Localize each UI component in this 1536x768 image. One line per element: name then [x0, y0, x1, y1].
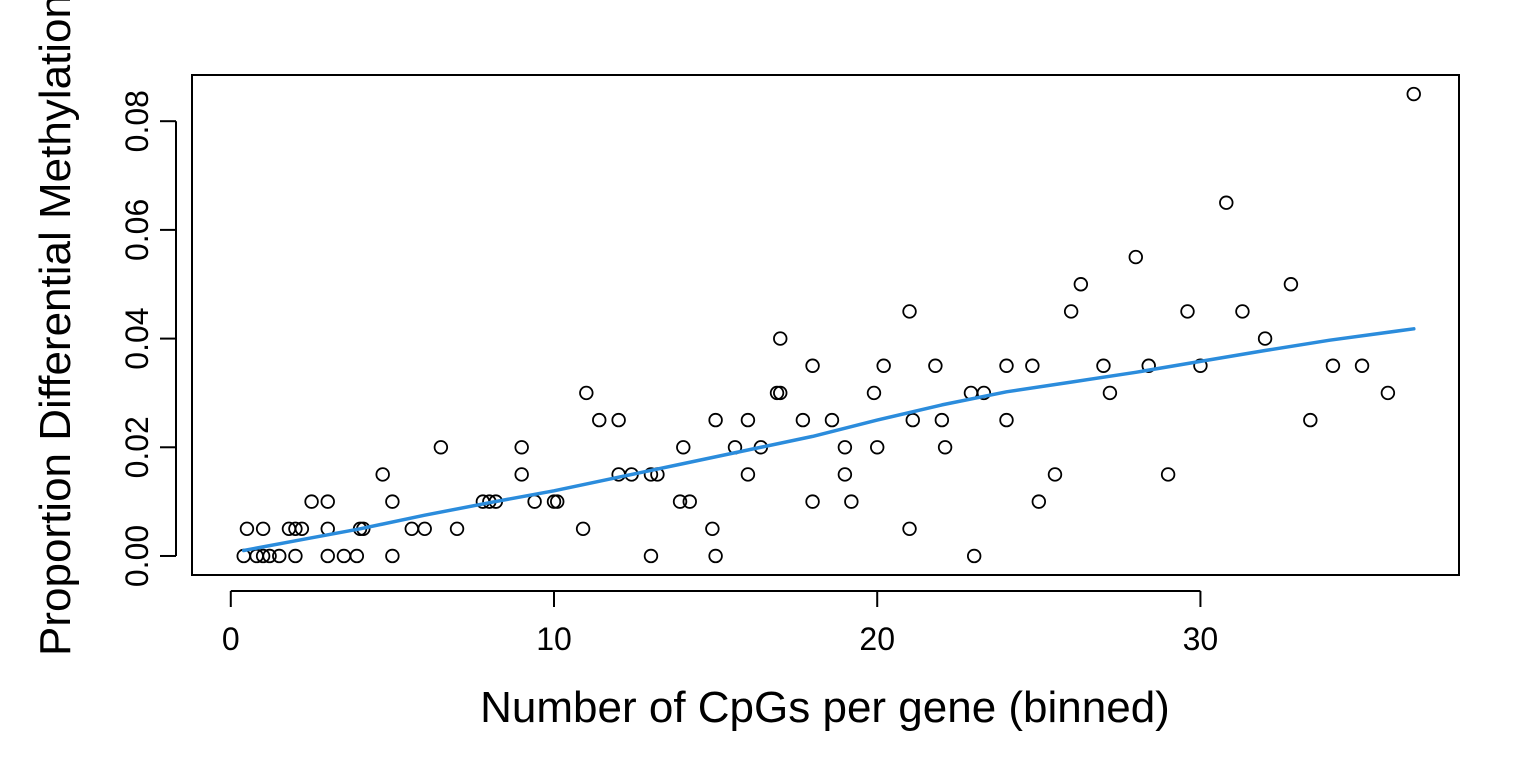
- data-point: [255, 548, 271, 564]
- data-point: [1354, 358, 1370, 373]
- data-point: [844, 494, 859, 509]
- data-point: [870, 440, 885, 455]
- data-point: [1380, 385, 1396, 401]
- data-point: [805, 494, 820, 509]
- x-tick-label: 0: [222, 621, 240, 657]
- data-point: [514, 467, 529, 482]
- y-tick-label: 0.02: [119, 416, 155, 478]
- data-point: [705, 521, 720, 537]
- x-tick-label: 20: [859, 621, 895, 657]
- data-point: [824, 412, 840, 428]
- data-point: [876, 358, 891, 373]
- data-point: [1180, 304, 1195, 319]
- data-point: [527, 494, 542, 509]
- data-point: [262, 548, 277, 564]
- data-point: [795, 412, 811, 428]
- x-tick-label: 10: [536, 621, 572, 657]
- data-point: [966, 548, 982, 564]
- data-point: [1096, 358, 1111, 373]
- data-point: [1257, 331, 1273, 346]
- data-point: [385, 494, 400, 509]
- data-point: [976, 385, 992, 401]
- data-point: [336, 548, 352, 564]
- data-point: [579, 385, 594, 401]
- data-point: [902, 304, 917, 319]
- x-axis-title: Number of CpGs per gene (binned): [480, 683, 1170, 732]
- data-point: [417, 521, 432, 537]
- data-point: [1325, 358, 1341, 373]
- data-point: [999, 358, 1014, 373]
- data-point: [1219, 195, 1234, 210]
- data-point: [404, 521, 419, 537]
- data-point: [320, 548, 335, 564]
- data-point: [1073, 277, 1089, 292]
- data-point: [1128, 249, 1143, 265]
- data-point: [837, 467, 853, 482]
- data-point: [239, 521, 255, 537]
- data-point: [740, 467, 756, 482]
- data-point: [708, 548, 723, 564]
- data-point: [837, 440, 853, 455]
- data-point: [905, 412, 920, 428]
- data-point: [937, 440, 953, 455]
- data-point: [611, 412, 626, 428]
- data-point: [708, 412, 723, 428]
- data-points: [236, 86, 1421, 564]
- data-point: [1063, 304, 1079, 319]
- data-point: [255, 521, 271, 537]
- data-point: [375, 467, 390, 482]
- data-point: [1160, 467, 1176, 482]
- data-point: [682, 494, 697, 509]
- data-point: [1102, 385, 1118, 401]
- x-tick-label: 30: [1183, 621, 1219, 657]
- data-point: [928, 358, 943, 373]
- data-point: [272, 548, 287, 564]
- data-point: [773, 331, 788, 346]
- data-point: [349, 548, 365, 564]
- data-point: [1303, 412, 1318, 428]
- y-tick-label: 0.04: [119, 307, 155, 369]
- y-tick-label: 0.08: [119, 90, 155, 152]
- y-axis: 0.00 0.02 0.04 0.06 0.08: [119, 90, 177, 587]
- data-point: [320, 494, 335, 509]
- data-point: [773, 385, 788, 401]
- trend-line: [241, 327, 1416, 553]
- x-axis: 0 10 20 30: [222, 590, 1219, 657]
- data-point: [1047, 467, 1063, 482]
- data-point: [304, 494, 319, 509]
- data-point: [999, 412, 1014, 428]
- plot-frame: [191, 74, 1460, 576]
- data-point: [1406, 86, 1421, 102]
- data-point: [575, 521, 591, 537]
- data-point: [433, 440, 449, 455]
- y-axis-title: Proportion Differential Methylation: [31, 0, 80, 656]
- data-point: [1025, 358, 1040, 373]
- data-point: [740, 412, 756, 428]
- data-point: [385, 548, 400, 564]
- data-point: [288, 548, 303, 564]
- data-point: [1141, 358, 1156, 373]
- data-point: [449, 521, 465, 537]
- data-point: [676, 440, 691, 455]
- data-point: [1283, 277, 1299, 292]
- data-point: [866, 385, 882, 401]
- y-tick-label: 0.06: [119, 199, 155, 261]
- data-point: [934, 412, 950, 428]
- data-point: [288, 521, 303, 537]
- data-point: [643, 548, 659, 564]
- data-point: [550, 494, 565, 509]
- data-point: [643, 467, 659, 482]
- y-tick-label: 0.00: [119, 525, 155, 587]
- data-point: [294, 521, 310, 537]
- data-point: [902, 521, 917, 537]
- data-point: [672, 494, 688, 509]
- data-point: [514, 440, 529, 455]
- data-point: [1031, 494, 1047, 509]
- data-point: [1235, 304, 1250, 319]
- data-point: [805, 358, 820, 373]
- data-point: [1193, 358, 1208, 373]
- data-point: [592, 412, 607, 428]
